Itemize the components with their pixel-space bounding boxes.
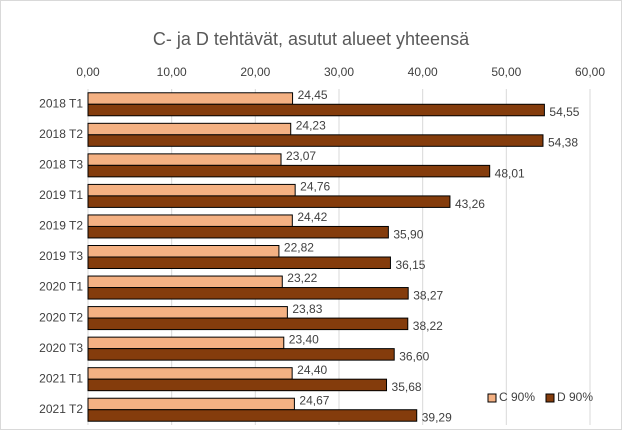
bar	[87, 256, 391, 269]
bar	[87, 92, 294, 105]
bar	[87, 348, 395, 361]
data-label: 39,29	[422, 411, 452, 425]
y-tick-label: 2018 T2	[39, 127, 83, 141]
y-tick-label: 2019 T3	[39, 249, 83, 263]
x-tick-label: 60,00	[575, 65, 605, 79]
x-tick-label: 20,00	[240, 65, 270, 79]
bar	[87, 134, 544, 147]
data-label: 23,83	[292, 302, 322, 316]
data-label: 54,55	[549, 105, 579, 119]
data-label: 24,23	[296, 118, 326, 132]
data-label: 35,90	[393, 227, 423, 241]
bar	[87, 378, 388, 392]
y-tick-label: 2019 T1	[39, 188, 83, 202]
bar	[87, 336, 285, 350]
bar	[87, 306, 288, 319]
chart-title: C- ja D tehtävät, asutut alueet yhteensä	[153, 29, 470, 49]
bar	[87, 409, 418, 422]
data-label: 22,82	[284, 241, 314, 255]
bar	[87, 225, 389, 239]
legend-swatch	[487, 393, 497, 403]
bar	[87, 153, 282, 166]
bar	[87, 164, 491, 178]
bar	[87, 183, 296, 197]
x-tick-label: 40,00	[408, 65, 438, 79]
y-tick-label: 2020 T3	[39, 341, 83, 355]
legend-swatch	[545, 393, 555, 403]
y-tick-label: 2020 T1	[39, 280, 83, 294]
legend-label: C 90%	[499, 390, 535, 404]
y-tick-label: 2020 T2	[39, 310, 83, 324]
data-label: 54,38	[548, 136, 578, 150]
data-label: 24,67	[299, 393, 329, 407]
y-tick-label: 2021 T2	[39, 402, 83, 416]
data-label: 23,07	[286, 149, 316, 163]
bar	[87, 397, 295, 411]
legend-label: D 90%	[557, 390, 593, 404]
bar	[87, 367, 293, 380]
x-tick-label: 30,00	[324, 65, 354, 79]
y-tick-label: 2018 T3	[39, 158, 83, 172]
data-label: 38,22	[413, 319, 443, 333]
y-tick-label: 2018 T1	[39, 96, 83, 110]
data-label: 36,15	[395, 258, 425, 272]
data-label: 35,68	[392, 380, 422, 394]
data-label: 23,22	[287, 271, 317, 285]
data-label: 24,42	[297, 210, 327, 224]
bar	[87, 275, 283, 289]
bar	[87, 103, 545, 117]
bar	[87, 317, 409, 331]
data-label: 43,26	[455, 197, 485, 211]
data-label: 24,45	[298, 88, 328, 102]
data-label: 48,01	[495, 166, 525, 180]
bar	[87, 287, 409, 300]
data-label: 36,60	[399, 350, 429, 364]
x-tick-label: 50,00	[491, 65, 521, 79]
data-label: 24,76	[300, 180, 330, 194]
bar	[87, 245, 280, 258]
bar	[87, 195, 451, 208]
x-tick-label: 10,00	[157, 65, 187, 79]
bar	[87, 122, 292, 136]
data-label: 23,40	[289, 332, 319, 346]
x-tick-label: 0,00	[76, 65, 100, 79]
bar	[87, 214, 293, 227]
data-label: 24,40	[297, 363, 327, 377]
data-label: 38,27	[413, 288, 443, 302]
y-tick-label: 2021 T1	[39, 371, 83, 385]
y-tick-label: 2019 T2	[39, 219, 83, 233]
